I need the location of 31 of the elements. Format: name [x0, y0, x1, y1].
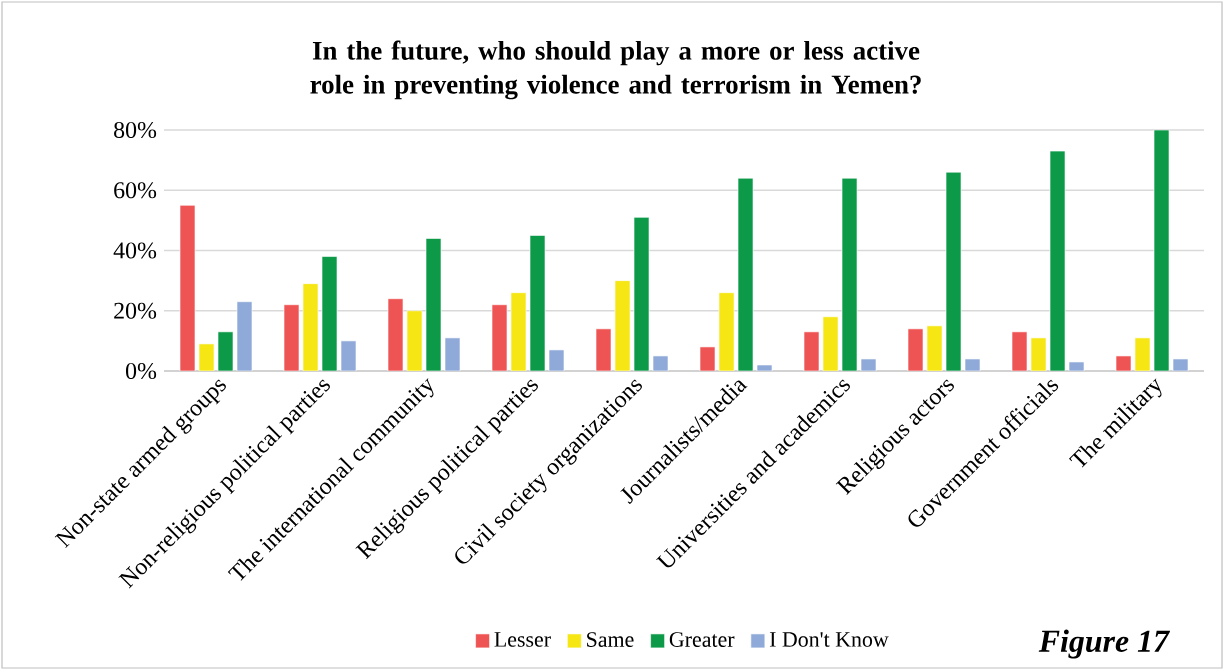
bar: [652, 355, 669, 371]
legend-label: Same: [587, 632, 634, 647]
bar: [548, 349, 565, 371]
bar: [964, 358, 981, 371]
bar: [198, 343, 215, 371]
bar: [302, 283, 319, 371]
bar: [236, 301, 253, 371]
bar: [860, 358, 877, 371]
y-tick-label: 0%: [125, 362, 157, 380]
bar: [340, 340, 357, 371]
bar: [1068, 361, 1085, 371]
y-tick-label: 80%: [114, 121, 157, 139]
bar: [614, 280, 631, 371]
bar: [510, 292, 527, 371]
legend-label: I Don't Know: [769, 632, 889, 647]
legend-label: Lesser: [494, 632, 551, 647]
caption: Figure 17: [1038, 629, 1171, 659]
bar: [406, 310, 423, 371]
chart-title: In the future, who should play a more or less active role in preventing violence and terrorism in Yemen?: [310, 40, 921, 100]
legend-label: Greater: [669, 632, 735, 647]
y-tick-label: 40%: [113, 242, 157, 259]
y-tick-label: 60%: [114, 182, 157, 199]
bar: [718, 292, 735, 371]
bar: [822, 316, 839, 371]
y-tick-label: 20%: [114, 302, 157, 319]
bar: [1172, 358, 1189, 371]
bar: [1134, 337, 1151, 371]
bar: [1030, 337, 1047, 371]
bar: [444, 337, 461, 371]
bar: [926, 325, 943, 371]
bar: [756, 364, 773, 371]
